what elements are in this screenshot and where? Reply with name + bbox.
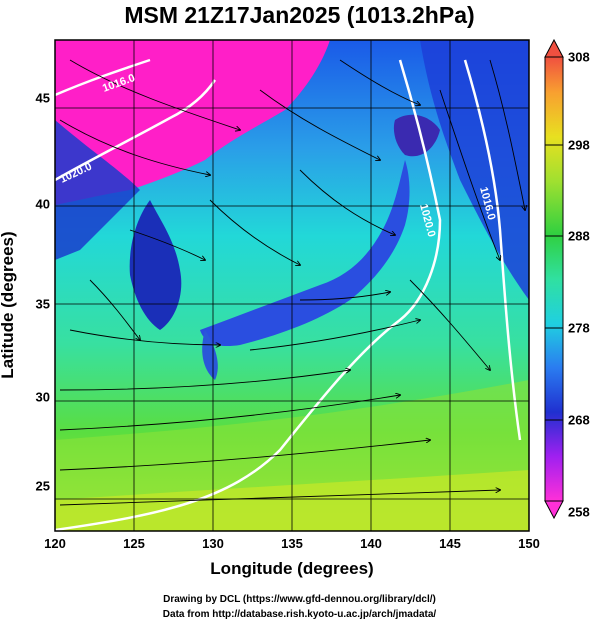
credit-line-1: Drawing by DCL (https://www.gfd-dennou.o…	[163, 594, 436, 605]
y-tick: 25	[35, 478, 50, 494]
colorbar-tick: 308	[568, 49, 590, 65]
isobar-1020-w	[55, 79, 217, 182]
eastern-cold	[420, 40, 529, 300]
x-tick: 145	[439, 536, 461, 551]
isobar-1016-nw	[55, 58, 151, 97]
colorbar-bottom-arrow	[544, 500, 564, 520]
x-tick: 130	[202, 536, 224, 551]
x-tick: 120	[44, 536, 66, 551]
y-tick: 30	[35, 389, 50, 405]
x-tick: 140	[360, 536, 382, 551]
korea-land	[129, 200, 182, 330]
y-tick: 35	[35, 296, 50, 312]
plot-frame	[54, 39, 530, 532]
grid-lines	[55, 40, 529, 531]
isobar-1020-e	[55, 59, 442, 531]
y-tick: 45	[35, 90, 50, 106]
y-tick: 40	[35, 196, 50, 212]
x-tick: 125	[123, 536, 145, 551]
y-axis-title: Latitude (degrees)	[0, 231, 17, 379]
colorbar-top-arrow	[544, 38, 564, 58]
colorbar-tick: 288	[568, 228, 590, 244]
continent-cold	[55, 40, 330, 205]
continent-blue	[55, 120, 140, 260]
japan-honshu	[200, 160, 410, 347]
japan-kyushu	[202, 330, 218, 380]
isobar-1016-e	[463, 59, 522, 441]
japan-hokkaido	[393, 114, 440, 157]
colorbar-tick: 298	[568, 137, 590, 153]
x-tick: 150	[518, 536, 540, 551]
credit-line-2: Data from http://database.rish.kyoto-u.a…	[162, 609, 437, 620]
x-axis-title: Longitude (degrees)	[210, 559, 374, 578]
colorbar	[544, 56, 564, 502]
colorbar-tick: 258	[568, 504, 590, 520]
x-tick: 135	[281, 536, 303, 551]
chart-title: MSM 21Z17Jan2025 (1013.2hPa)	[124, 2, 475, 28]
wind-streamlines	[59, 59, 525, 506]
colorbar-tick: 268	[568, 412, 590, 428]
colorbar-tick: 278	[568, 320, 590, 336]
